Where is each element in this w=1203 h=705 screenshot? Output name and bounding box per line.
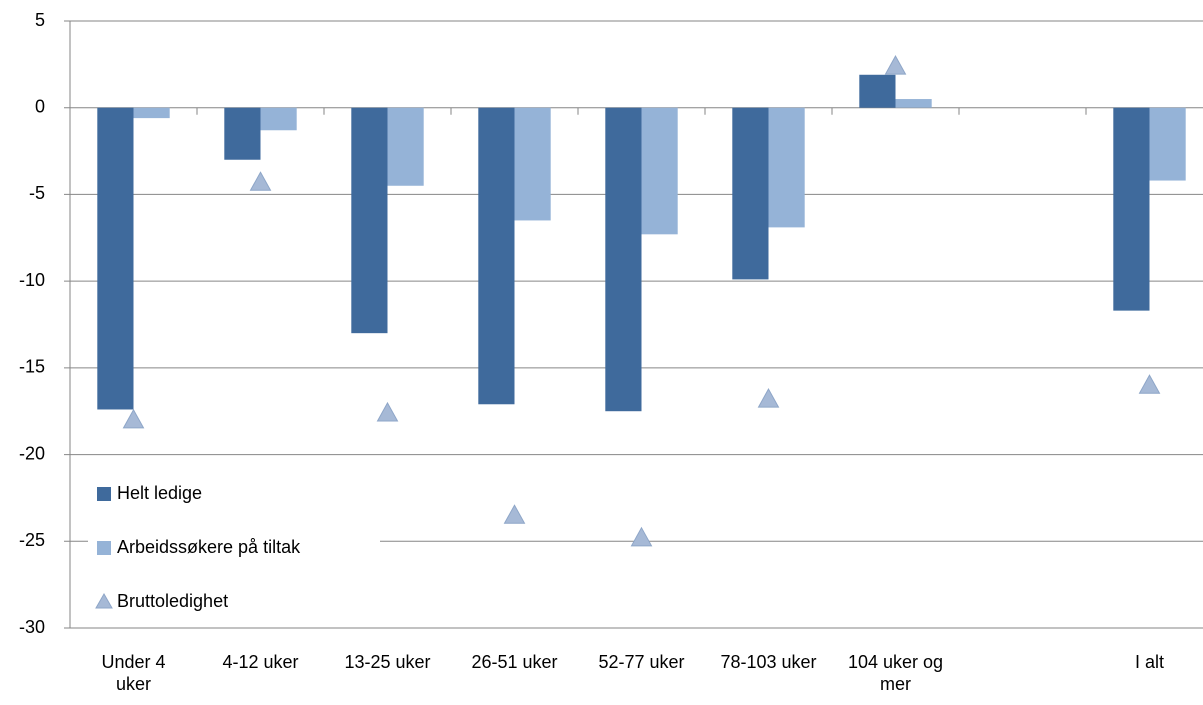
marker [249, 171, 272, 191]
bar [224, 107, 261, 160]
marker [1138, 374, 1161, 394]
marker [376, 401, 399, 422]
x-tick-label: Under 4 uker [101, 652, 166, 694]
x-tick-label: 4-12 uker [222, 652, 299, 672]
legend-swatch [95, 592, 113, 609]
legend-label: Bruttoledighet [117, 591, 228, 611]
x-tick-label: 104 uker og mer [847, 652, 944, 694]
x-tick-label: 13-25 uker [344, 652, 431, 672]
bar [478, 107, 515, 405]
y-tick-label: -30 [19, 617, 45, 637]
y-tick-label: -25 [19, 530, 45, 550]
x-tick-label: I alt [1134, 652, 1164, 672]
x-tick-label: 52-77 uker [598, 652, 685, 672]
y-tick-label: 0 [35, 96, 45, 116]
legend-box [88, 472, 380, 622]
y-tick-label: -10 [19, 270, 45, 290]
y-tick-label: 5 [35, 10, 45, 30]
x-tick-label: 78-103 uker [720, 652, 817, 672]
marker [503, 504, 526, 524]
marker [757, 388, 780, 408]
y-tick-label: -5 [29, 183, 45, 203]
bar [97, 107, 134, 410]
legend-swatch [97, 487, 111, 501]
y-tick-label: -15 [19, 357, 45, 377]
bar [133, 107, 170, 119]
bar [351, 107, 388, 334]
legend-label: Arbeidssøkere på tiltak [117, 537, 301, 557]
bar [387, 107, 424, 186]
bar [514, 107, 551, 221]
bar [641, 107, 678, 235]
bar [768, 107, 805, 228]
marker [884, 55, 907, 75]
bar [605, 107, 642, 412]
bar [895, 99, 932, 108]
legend-label: Helt ledige [117, 483, 202, 503]
marker [630, 526, 653, 547]
x-tick-label: 26-51 uker [471, 652, 558, 672]
bar [859, 74, 896, 108]
y-tick-label: -20 [19, 443, 45, 463]
bar [1113, 107, 1150, 311]
bar [260, 107, 297, 131]
bar [732, 107, 769, 280]
marker [122, 408, 145, 429]
legend-swatch [97, 541, 111, 555]
bar [1149, 107, 1186, 181]
